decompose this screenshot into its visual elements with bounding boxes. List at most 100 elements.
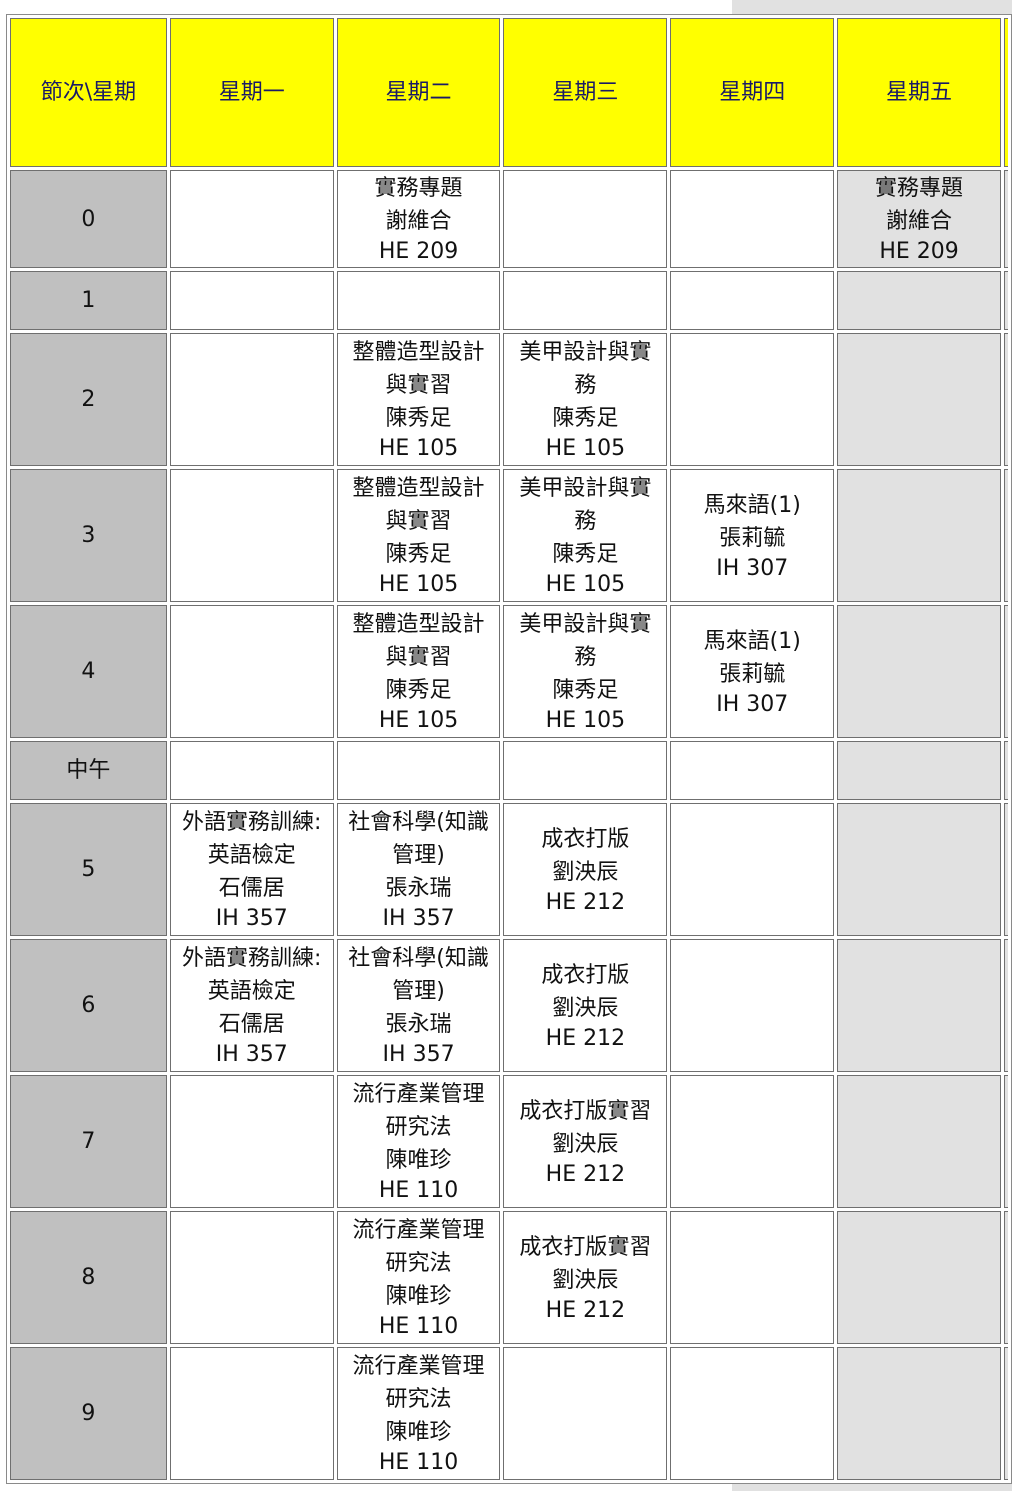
schedule-cell-fri (837, 741, 1001, 800)
header-day-fri: 星期五 (837, 18, 1001, 167)
course-entry: 成衣打版實習 劉泱辰 HE 212 (504, 1231, 666, 1325)
course-title: 外語實務訓練:英語檢定 (182, 946, 322, 1004)
schedule-cell-thu: 馬來語(1) 張莉毓 IH 307 (670, 605, 835, 738)
course-title: 美甲設計與實務 (519, 340, 652, 398)
header-day-tue: 星期二 (336, 18, 501, 167)
timetable-row: 4 整體造型設計與實習 陳秀足 HE 105 美甲設計與實務 陳秀足 HE 105 馬來語(1… (10, 605, 1008, 738)
course-room: HE 105 (545, 708, 626, 733)
schedule-cell-mon (169, 605, 334, 738)
schedule-cell-thu (670, 803, 835, 936)
schedule-cell-overflow (1003, 605, 1008, 738)
timetable-row: 8 流行產業管理研究法 陳唯珍 HE 110 成衣打版實習 劉泱辰 HE 212 (10, 1211, 1008, 1344)
schedule-cell-mon (169, 271, 334, 330)
timetable-row: 6 外語實務訓練:英語檢定石儒居 IH 357 社會科學(知識管理) 張永瑞 IH 357… (10, 939, 1008, 1072)
schedule-cell-tue: 整體造型設計與實習 陳秀足 HE 105 (336, 469, 501, 602)
timetable-row: 1 (10, 271, 1008, 330)
course-teacher: 陳秀足 (552, 678, 619, 703)
period-label: 0 (10, 170, 167, 268)
course-entry: 美甲設計與實務 陳秀足 HE 105 (504, 336, 666, 463)
schedule-cell-mon (169, 1347, 334, 1480)
course-teacher: 張永瑞 (385, 1012, 452, 1037)
course-teacher: 石儒居 (218, 1012, 285, 1037)
header-day-wed: 星期三 (503, 18, 668, 167)
course-entry: 成衣打版 劉泱辰 HE 212 (504, 823, 666, 917)
schedule-cell-thu (670, 170, 835, 268)
course-room: HE 105 (378, 708, 459, 733)
schedule-cell-wed: 美甲設計與實務 陳秀足 HE 105 (503, 605, 668, 738)
timetable-row: 中午 (10, 741, 1008, 800)
course-title: 流行產業管理研究法 (352, 1354, 485, 1412)
header-day-overflow (1003, 18, 1008, 167)
header-period-label: 節次\星期 (10, 18, 167, 167)
course-room: HE 212 (545, 1297, 626, 1323)
header-day-thu: 星期四 (670, 18, 835, 167)
period-label: 1 (10, 271, 167, 330)
schedule-cell-mon (169, 1211, 334, 1344)
header-row: 節次\星期 星期一 星期二 星期三 星期四 星期五 (10, 18, 1008, 167)
course-entry: 外語實務訓練:英語檢定石儒居 IH 357 (171, 806, 333, 933)
schedule-cell-wed: 成衣打版實習 劉泱辰 HE 212 (503, 1211, 668, 1344)
period-label: 8 (10, 1211, 167, 1344)
schedule-cell-mon (169, 1075, 334, 1208)
period-label: 2 (10, 333, 167, 466)
course-teacher: 陳秀足 (552, 542, 619, 567)
course-room: HE 110 (378, 1178, 459, 1203)
course-title: 流行產業管理研究法 (352, 1082, 485, 1140)
schedule-cell-thu (670, 1075, 835, 1208)
course-room: IH 357 (215, 1042, 288, 1067)
course-title: 整體造型設計與實習 (352, 612, 485, 670)
period-label: 4 (10, 605, 167, 738)
schedule-cell-wed: 成衣打版 劉泱辰 HE 212 (503, 939, 668, 1072)
course-entry: 馬來語(1) 張莉毓 IH 307 (671, 489, 833, 583)
timetable: 節次\星期 星期一 星期二 星期三 星期四 星期五 0 實務專題 謝維合 HE 209… (6, 14, 1012, 1484)
schedule-cell-fri (837, 605, 1001, 738)
timetable-row: 0 實務專題 謝維合 HE 209 實務專題 謝維合 HE 209 (10, 170, 1008, 268)
schedule-cell-overflow (1003, 803, 1008, 936)
schedule-cell-tue: 流行產業管理研究法 陳唯珍 HE 110 (336, 1075, 501, 1208)
schedule-cell-wed (503, 170, 668, 268)
schedule-cell-mon (169, 469, 334, 602)
schedule-cell-fri: 實務專題 謝維合 HE 209 (837, 170, 1001, 268)
schedule-cell-fri (837, 1347, 1001, 1480)
course-title: 社會科學(知識管理) (348, 810, 489, 868)
course-title: 外語實務訓練:英語檢定 (182, 810, 322, 868)
course-entry: 實務專題 謝維合 HE 209 (838, 172, 1000, 266)
course-title: 成衣打版實習 (519, 1098, 652, 1124)
schedule-cell-wed (503, 741, 668, 800)
course-teacher: 陳秀足 (552, 406, 619, 431)
schedule-cell-fri (837, 803, 1001, 936)
header-day-mon: 星期一 (169, 18, 334, 167)
course-entry: 流行產業管理研究法 陳唯珍 HE 110 (338, 1350, 500, 1477)
course-entry: 整體造型設計與實習 陳秀足 HE 105 (338, 336, 500, 463)
course-teacher: 陳唯珍 (385, 1284, 452, 1309)
course-entry: 美甲設計與實務 陳秀足 HE 105 (504, 472, 666, 599)
course-title: 成衣打版 (541, 826, 630, 852)
schedule-cell-overflow (1003, 741, 1008, 800)
course-room: IH 307 (716, 555, 789, 581)
timetable-row: 9 流行產業管理研究法 陳唯珍 HE 110 (10, 1347, 1008, 1480)
course-room: HE 209 (378, 239, 459, 264)
schedule-cell-tue: 社會科學(知識管理) 張永瑞 IH 357 (336, 939, 501, 1072)
schedule-cell-tue: 社會科學(知識管理) 張永瑞 IH 357 (336, 803, 501, 936)
schedule-cell-fri (837, 271, 1001, 330)
course-room: HE 105 (378, 436, 459, 461)
course-room: HE 212 (545, 1161, 626, 1187)
course-teacher: 劉泱辰 (552, 995, 619, 1021)
course-teacher: 石儒居 (218, 876, 285, 901)
schedule-cell-wed: 成衣打版實習 劉泱辰 HE 212 (503, 1075, 668, 1208)
schedule-cell-mon (169, 170, 334, 268)
period-label: 6 (10, 939, 167, 1072)
course-entry: 美甲設計與實務 陳秀足 HE 105 (504, 608, 666, 735)
schedule-cell-tue: 整體造型設計與實習 陳秀足 HE 105 (336, 333, 501, 466)
course-teacher: 陳秀足 (385, 678, 452, 703)
course-room: HE 105 (378, 572, 459, 597)
schedule-cell-mon: 外語實務訓練:英語檢定石儒居 IH 357 (169, 939, 334, 1072)
schedule-cell-fri (837, 469, 1001, 602)
schedule-cell-wed (503, 1347, 668, 1480)
course-title: 社會科學(知識管理) (348, 946, 489, 1004)
course-room: IH 357 (215, 906, 288, 931)
schedule-cell-overflow (1003, 271, 1008, 330)
period-label: 5 (10, 803, 167, 936)
course-title: 整體造型設計與實習 (352, 340, 485, 398)
schedule-cell-overflow (1003, 1211, 1008, 1344)
